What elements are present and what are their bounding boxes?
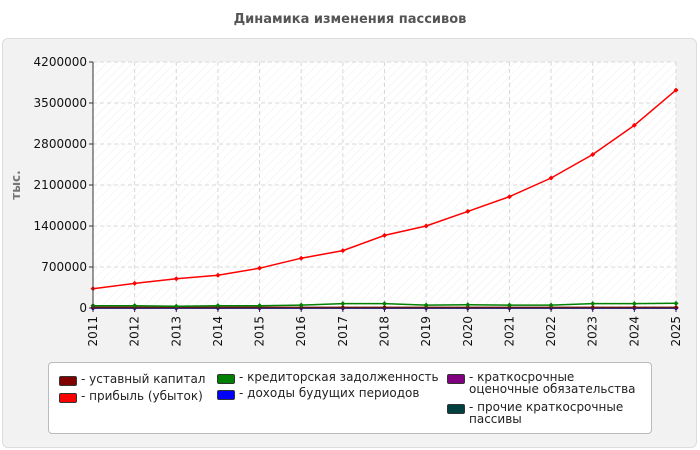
series-point bbox=[423, 223, 429, 229]
legend-item: - доходы будущих периодов bbox=[217, 387, 442, 400]
x-tick-labels: 2011 2012 2013 2014 2015 2016 2017 2018 2019 2020… bbox=[86, 308, 683, 347]
series-point bbox=[506, 194, 512, 200]
series-point bbox=[298, 302, 304, 308]
series-point bbox=[590, 304, 596, 310]
series-point bbox=[298, 255, 304, 261]
legend-item: - краткосрочные оценочные обязательства bbox=[447, 371, 647, 395]
y-tick-label: 3500000 bbox=[34, 96, 87, 110]
x-tick-label: 2024 bbox=[627, 316, 641, 347]
legend-item: - прибыль (убыток) bbox=[59, 390, 209, 403]
series-point bbox=[465, 208, 471, 214]
y-tick-label: 2100000 bbox=[34, 178, 87, 192]
series-point bbox=[590, 152, 596, 158]
series-point bbox=[257, 265, 263, 271]
legend-item: - прочие краткосрочные пассивы bbox=[447, 401, 647, 425]
series-point bbox=[173, 276, 179, 282]
x-tick-label: 2021 bbox=[502, 316, 516, 347]
y-tick-label: 4200000 bbox=[34, 55, 87, 69]
legend-swatch bbox=[447, 374, 465, 384]
legend-label: - прочие краткосрочные пассивы bbox=[469, 400, 624, 426]
series-point bbox=[382, 304, 387, 310]
legend-swatch bbox=[59, 393, 77, 403]
legend-swatch bbox=[217, 374, 235, 384]
series-point bbox=[506, 302, 512, 308]
x-tick-label: 2017 bbox=[336, 316, 350, 347]
legend-label: - кредиторская задолженность bbox=[239, 370, 439, 384]
series-point bbox=[673, 87, 679, 93]
legend-swatch bbox=[59, 376, 77, 386]
x-tick-label: 2025 bbox=[669, 316, 683, 347]
legend-item: - уставный капитал bbox=[59, 373, 209, 386]
y-tick-labels: 0 700000 1400000 2100000 2800000 3500000 42000… bbox=[34, 55, 93, 315]
legend-swatch bbox=[447, 404, 465, 414]
y-axis-label: тыс. bbox=[9, 170, 23, 199]
legend-label: - уставный капитал bbox=[81, 372, 206, 386]
y-tick-label: 700000 bbox=[41, 260, 87, 274]
x-tick-label: 2013 bbox=[169, 316, 183, 347]
x-tick-label: 2015 bbox=[253, 316, 267, 347]
series-point bbox=[465, 304, 471, 310]
series-point bbox=[465, 302, 471, 308]
legend-label: - доходы будущих периодов bbox=[239, 386, 420, 400]
legend-swatch bbox=[217, 390, 235, 400]
series-point bbox=[423, 302, 429, 308]
series-point bbox=[340, 248, 346, 254]
series-point bbox=[548, 302, 554, 308]
legend-label: - прибыль (убыток) bbox=[81, 389, 203, 403]
series-point bbox=[590, 301, 596, 307]
chart-title: Динамика изменения пассивов bbox=[233, 12, 467, 27]
y-tick-label: 1400000 bbox=[34, 219, 87, 233]
x-tick-label: 2020 bbox=[461, 316, 475, 347]
x-tick-label: 2014 bbox=[211, 316, 225, 347]
series-point bbox=[173, 303, 179, 309]
series-point bbox=[382, 301, 387, 307]
series-point bbox=[631, 304, 637, 310]
x-tick-label: 2016 bbox=[294, 316, 308, 347]
series-point bbox=[132, 280, 138, 286]
series-point bbox=[673, 304, 679, 310]
series-point bbox=[132, 303, 138, 309]
y-tick-label: 0 bbox=[79, 301, 87, 315]
series-point bbox=[340, 301, 346, 307]
legend-item: - кредиторская задолженность bbox=[217, 371, 442, 384]
legend: - уставный капитал - прибыль (убыток) - … bbox=[48, 362, 652, 434]
series-point bbox=[548, 175, 554, 181]
series-point bbox=[257, 303, 263, 309]
series-point bbox=[631, 301, 637, 307]
series-point bbox=[340, 304, 346, 310]
x-tick-label: 2018 bbox=[378, 316, 392, 347]
x-tick-label: 2019 bbox=[419, 316, 433, 347]
x-tick-label: 2011 bbox=[86, 316, 100, 347]
series-point bbox=[215, 303, 221, 309]
series-point bbox=[382, 232, 387, 238]
series-point bbox=[215, 272, 221, 278]
y-tick-label: 2800000 bbox=[34, 137, 87, 151]
series-point bbox=[631, 122, 637, 128]
x-tick-label: 2022 bbox=[544, 316, 558, 347]
legend-label: - краткосрочные оценочные обязательства bbox=[469, 370, 636, 396]
x-tick-label: 2012 bbox=[128, 316, 142, 347]
x-tick-label: 2023 bbox=[586, 316, 600, 347]
series-point bbox=[673, 300, 679, 306]
